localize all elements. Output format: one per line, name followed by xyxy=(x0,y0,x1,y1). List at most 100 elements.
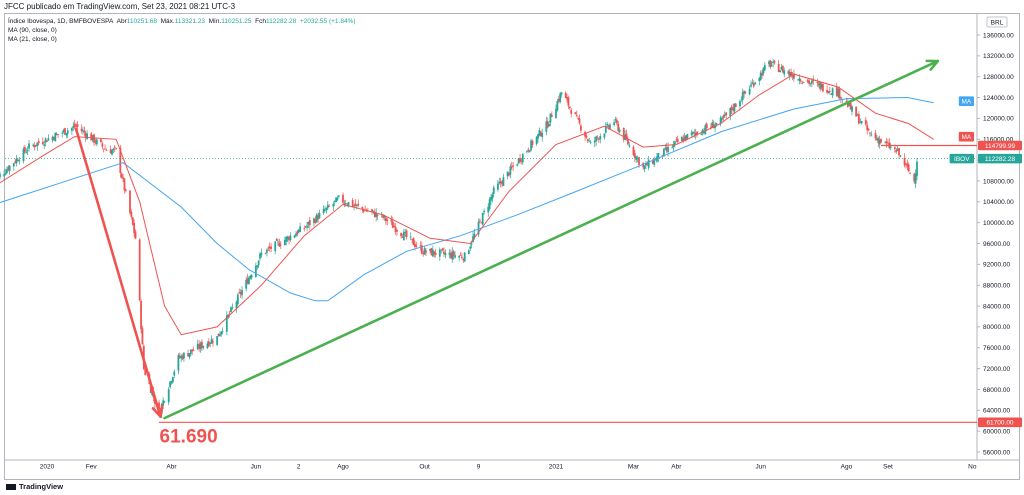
candle-body xyxy=(324,210,326,211)
currency-label: BRL xyxy=(991,20,1004,27)
candle xyxy=(235,300,238,313)
candle-body xyxy=(595,136,598,142)
candle xyxy=(221,327,224,335)
candle xyxy=(761,69,763,79)
candle-body xyxy=(256,265,259,268)
candle-body xyxy=(199,343,202,350)
candle-body xyxy=(12,163,15,167)
candle-body xyxy=(181,355,184,360)
candle-body xyxy=(400,233,402,237)
candle xyxy=(328,203,331,208)
y-tick-label: 100000.00 xyxy=(983,220,1014,227)
candle xyxy=(528,150,531,153)
candle-body xyxy=(627,139,629,145)
tradingview-logo[interactable]: TradingView xyxy=(6,482,63,491)
candle xyxy=(189,349,192,357)
candle-body xyxy=(739,101,741,107)
y-tick-label: 128000.00 xyxy=(983,74,1014,81)
candle xyxy=(332,201,335,212)
candle-body xyxy=(830,93,833,95)
candle-body xyxy=(538,130,541,136)
candle-body xyxy=(318,212,321,219)
candle-body xyxy=(539,131,542,136)
candle-body xyxy=(266,249,268,253)
candle-body xyxy=(333,200,336,202)
candle-body xyxy=(874,133,877,139)
candle-body xyxy=(546,121,549,128)
candle xyxy=(51,135,54,143)
candle-body xyxy=(259,253,261,259)
candle xyxy=(25,148,28,154)
candle-body xyxy=(798,78,801,82)
candle-body xyxy=(597,138,600,140)
candle xyxy=(36,142,39,151)
candle-body xyxy=(284,239,286,246)
candle-body xyxy=(295,233,297,237)
candle xyxy=(750,80,752,89)
candle xyxy=(671,145,674,149)
candle xyxy=(181,353,184,361)
candle-body xyxy=(249,275,252,279)
candle xyxy=(409,232,412,241)
candle-body xyxy=(638,157,640,165)
candle-body xyxy=(317,215,319,220)
candle-body xyxy=(799,80,802,82)
candle-body xyxy=(777,63,780,73)
publisher-line: JFCC publicado em TradingView.com, Set 2… xyxy=(4,2,236,11)
candle-body xyxy=(499,181,502,184)
candle-body xyxy=(394,226,397,233)
candle xyxy=(555,104,557,119)
y-tick-label: 72000.00 xyxy=(983,366,1010,373)
candle xyxy=(171,376,174,384)
candle xyxy=(632,145,635,157)
candle xyxy=(241,286,243,299)
candle-body xyxy=(849,102,852,110)
candle xyxy=(325,207,328,214)
candle-body xyxy=(76,123,79,127)
candle-body xyxy=(715,122,718,125)
candle-body xyxy=(884,141,887,143)
candle-body xyxy=(885,141,888,144)
candle xyxy=(530,138,533,152)
candle xyxy=(297,228,300,234)
candle xyxy=(206,341,209,350)
candle-body xyxy=(83,130,86,133)
candle xyxy=(376,214,379,221)
candle xyxy=(768,59,770,68)
candle xyxy=(393,222,396,228)
candle xyxy=(905,163,907,169)
candle-body xyxy=(801,83,804,84)
candle-body xyxy=(202,346,205,348)
candle xyxy=(444,249,447,259)
candle-body xyxy=(675,139,678,141)
candle xyxy=(541,128,544,142)
candle-body xyxy=(477,221,480,235)
candle-body xyxy=(694,133,697,136)
close-label: Fch xyxy=(255,18,266,25)
candle xyxy=(856,113,859,116)
candle xyxy=(459,252,462,256)
candle-body xyxy=(733,103,736,112)
candle-body xyxy=(231,307,234,309)
candle-body xyxy=(759,72,762,80)
candle xyxy=(622,127,625,143)
candle xyxy=(66,127,69,138)
candle-body xyxy=(218,334,221,337)
candle xyxy=(201,339,203,352)
candle xyxy=(855,106,858,117)
chart-frame xyxy=(4,13,1020,480)
candle xyxy=(12,162,15,171)
candle xyxy=(286,235,289,243)
candle-body xyxy=(336,197,339,200)
candle xyxy=(657,152,660,163)
candle xyxy=(867,127,870,132)
candle-body xyxy=(783,70,786,75)
candle xyxy=(449,249,452,260)
candle xyxy=(62,128,65,134)
candle-body xyxy=(693,132,696,134)
candle xyxy=(722,114,725,122)
candle xyxy=(704,123,707,135)
candle-body xyxy=(788,72,791,76)
candle xyxy=(741,88,744,105)
